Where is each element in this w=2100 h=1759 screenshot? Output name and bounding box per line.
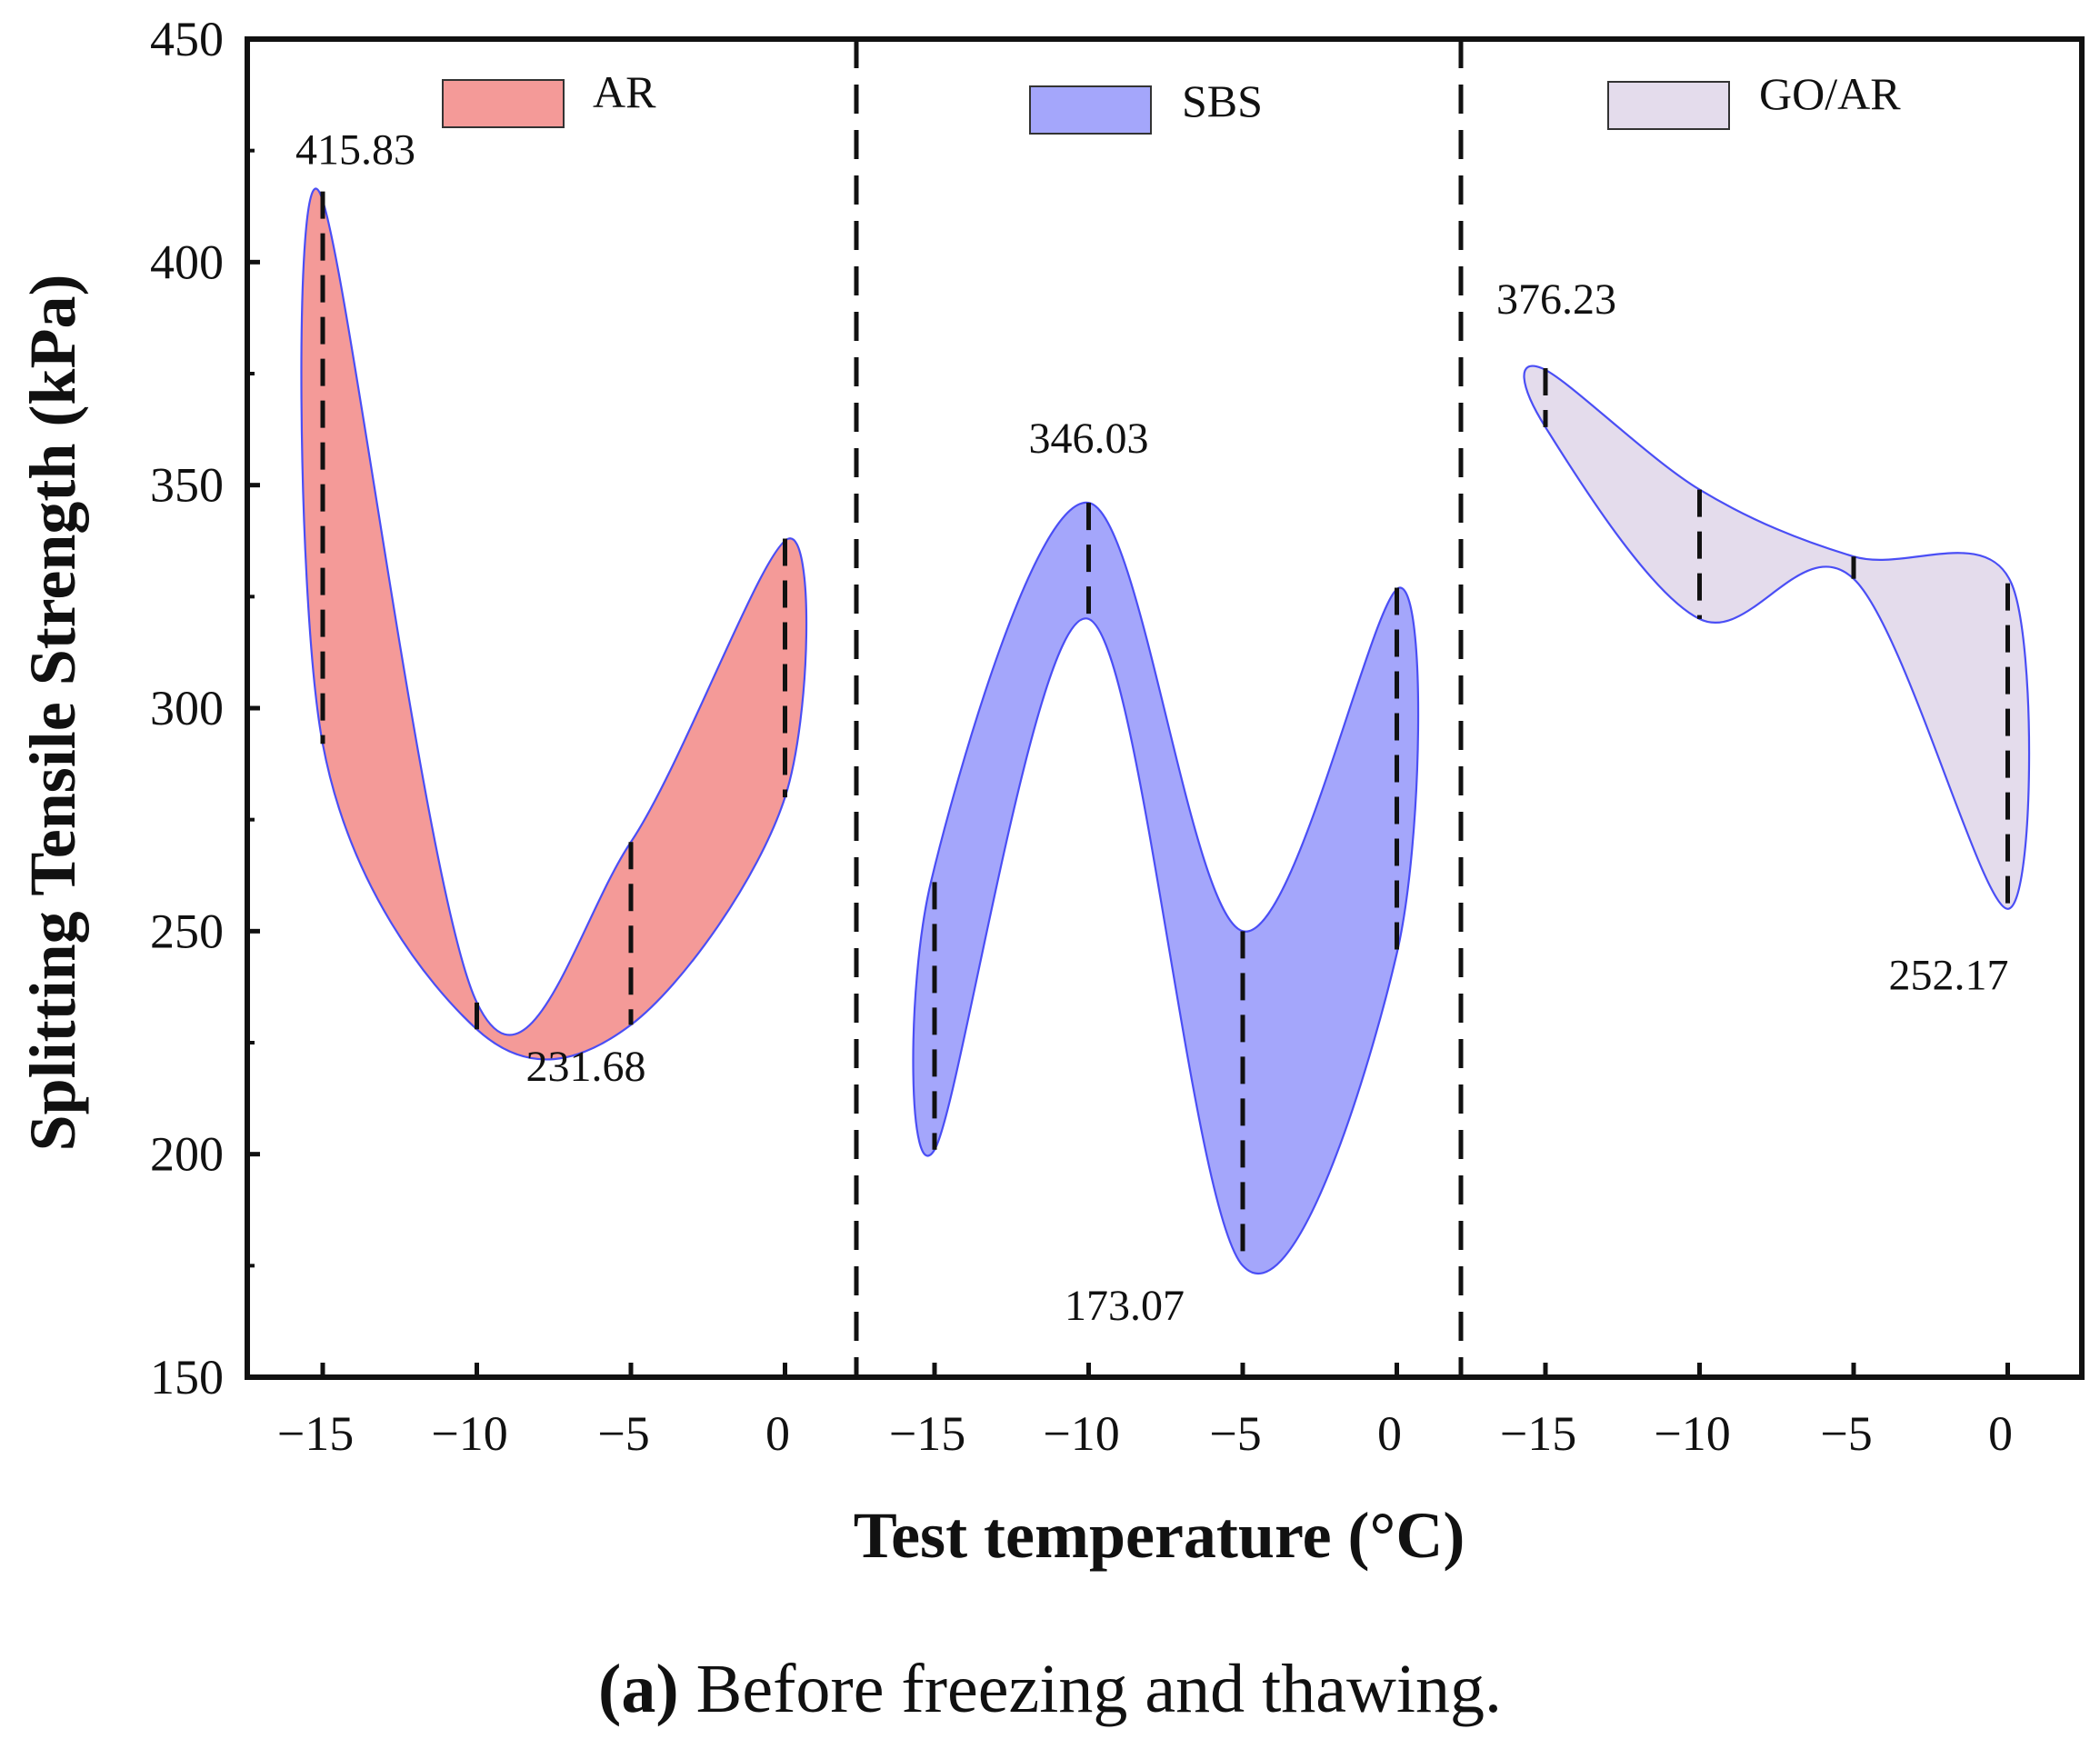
chart: 150 200 250 300 350 400 450 −15 −10 −5 0 −15 −10 −5 0 −… [16,12,2085,1572]
x-tick-label: 0 [1988,1406,2013,1461]
x-tick-label: 0 [1377,1406,1402,1461]
band-area-ar [300,187,808,1061]
x-tick-label: −15 [277,1406,354,1461]
band-area-go-ar [1523,365,2031,910]
value-annotations: 415.83 231.68 346.03 173.07 376.23 252.17 [295,126,2009,1330]
y-tick-label: 400 [150,235,224,289]
x-tick-label: −15 [889,1406,965,1461]
legend-label: AR [593,66,656,117]
legend-label: GO/AR [1759,68,1901,119]
x-tick-label: −5 [597,1406,649,1461]
x-tick-label: 0 [765,1406,790,1461]
value-annotation: 252.17 [1889,952,2009,1000]
caption-label: (a) [598,1651,679,1727]
y-tick-label: 450 [150,12,224,66]
caption-text: Before freezing and thawing. [678,1651,1502,1727]
y-tick-label: 200 [150,1127,224,1182]
x-axis-title: Test temperature (°C) [854,1499,1465,1572]
legend: AR SBS GO/AR [442,66,1901,135]
y-tick-label: 250 [150,904,224,958]
axis-tick-labels: 150 200 250 300 350 400 450 −15 −10 −5 0 −15 −10 −5 0 −… [150,12,2013,1461]
x-tick-label: −5 [1820,1406,1872,1461]
legend-swatch [1607,81,1730,130]
x-tick-label: −10 [431,1406,507,1461]
value-annotation: 415.83 [295,126,415,175]
band-markers [320,191,2010,1266]
panel-dividers [854,39,1464,1377]
value-annotation: 376.23 [1496,275,1616,324]
band-areas [300,187,2031,1274]
x-tick-label: −15 [1500,1406,1576,1461]
y-tick-label: 300 [150,681,224,735]
figure-caption: (a) Before freezing and thawing. [0,1650,2100,1729]
value-annotation: 346.03 [1029,415,1149,463]
legend-swatch [442,79,565,128]
x-tick-label: −5 [1209,1406,1261,1461]
y-axis-title: Splitting Tensile Strength (kPa) [16,275,89,1152]
value-annotation: 231.68 [526,1043,646,1091]
legend-label: SBS [1182,75,1263,126]
x-tick-label: −10 [1654,1406,1730,1461]
value-annotation: 173.07 [1065,1282,1185,1330]
axis-ticks [247,36,2010,1380]
band-area-sbs [912,501,1420,1274]
y-tick-label: 350 [150,458,224,513]
x-tick-label: −10 [1043,1406,1119,1461]
y-tick-label: 150 [150,1350,224,1404]
legend-swatch [1029,85,1152,135]
